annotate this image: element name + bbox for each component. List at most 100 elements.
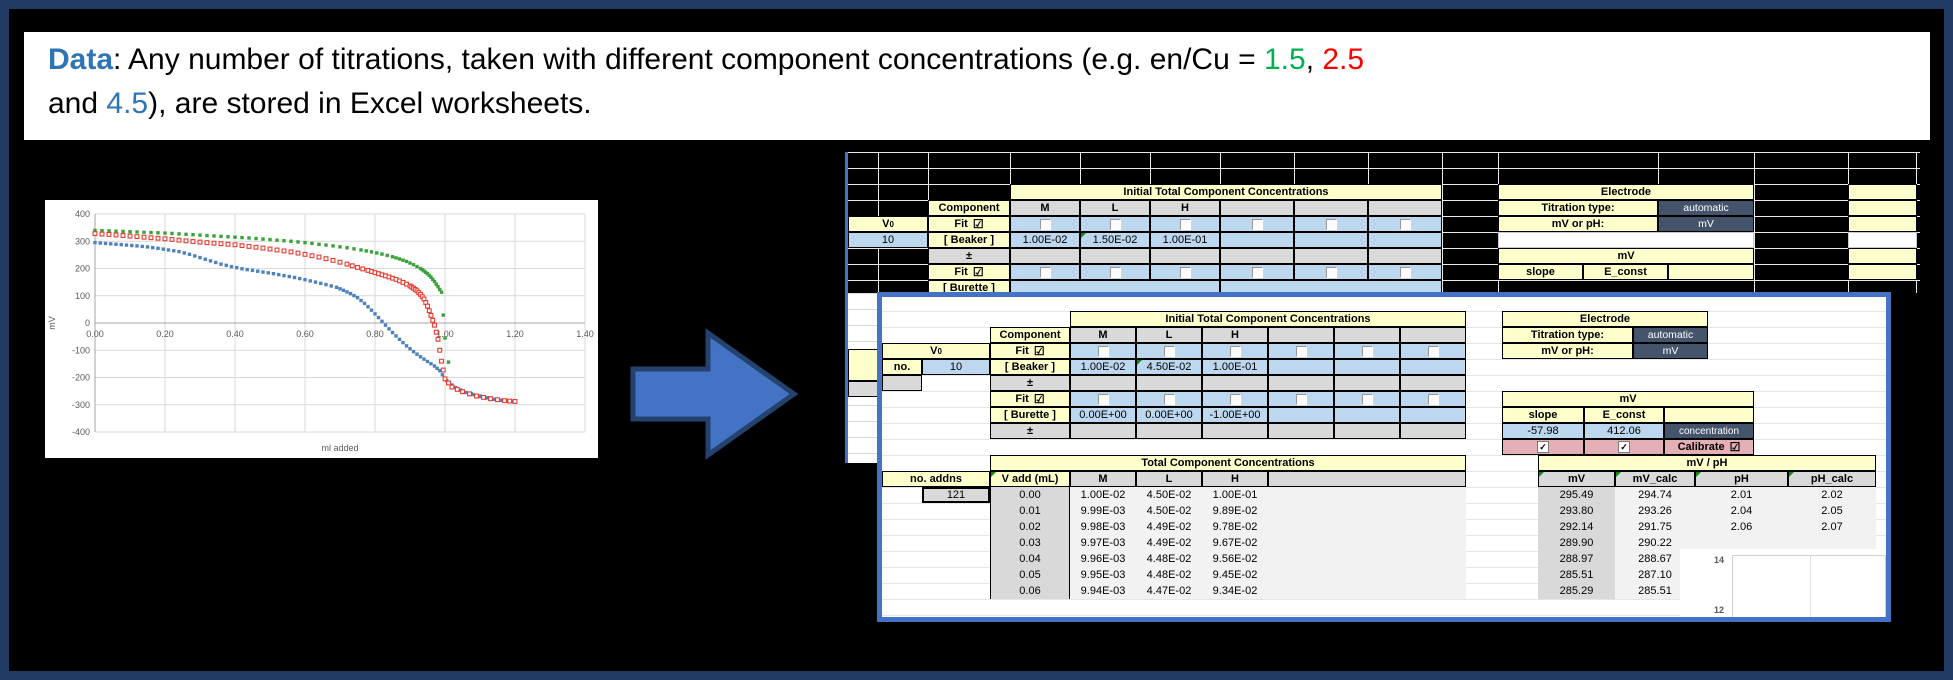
conc-M-value: 9.96E-03 bbox=[1070, 551, 1136, 567]
data-point-series-red bbox=[127, 233, 133, 239]
embedded-ph-chart[interactable]: 14 12 bbox=[1680, 549, 1886, 617]
data-point-series-green bbox=[114, 229, 118, 233]
v0-value: 10 bbox=[848, 232, 928, 248]
mv-calc-value: 288.67 bbox=[1615, 551, 1695, 567]
title-text-box[interactable]: Data: Any number of titrations, taken wi… bbox=[24, 32, 1930, 140]
data-point-series-red bbox=[426, 308, 432, 314]
burette-label: [ Burette ] bbox=[928, 280, 1010, 293]
conc-H-value: 9.67E-02 bbox=[1202, 535, 1268, 551]
cell bbox=[1268, 567, 1466, 583]
right-arrow-shape[interactable] bbox=[628, 326, 800, 464]
cell bbox=[1268, 407, 1334, 423]
titration-type-value: automatic bbox=[1658, 200, 1754, 216]
data-point-series-red bbox=[176, 237, 182, 243]
v-add-value: 0.03 bbox=[990, 535, 1070, 551]
data-point-series-blue bbox=[401, 340, 405, 345]
worksheet-back[interactable]: Initial Total Component Concentrations E… bbox=[845, 152, 1920, 293]
y-tick-label: 0 bbox=[85, 318, 90, 328]
data-point-series-blue bbox=[240, 267, 244, 271]
data-point-series-blue bbox=[103, 241, 108, 246]
burette-value-L: 0.00E+00 bbox=[1136, 407, 1202, 423]
data-point-series-blue bbox=[429, 362, 433, 366]
data-point-series-green bbox=[156, 231, 160, 235]
col-header-M: M bbox=[1070, 471, 1136, 487]
cell bbox=[1400, 359, 1466, 375]
mv-value: 292.14 bbox=[1538, 519, 1615, 535]
unchecked-checkbox-icon bbox=[1163, 393, 1175, 405]
data-point-series-red bbox=[169, 237, 175, 242]
cell bbox=[1268, 551, 1466, 567]
v-add-value: 0.05 bbox=[990, 567, 1070, 583]
data-point-series-blue bbox=[298, 276, 302, 281]
checkbox-cell bbox=[1202, 391, 1268, 407]
gridline bbox=[1220, 152, 1221, 184]
mv-or-ph-value: mV bbox=[1633, 343, 1708, 359]
mv-section-header: mV bbox=[1498, 248, 1754, 264]
data-point-series-green bbox=[441, 313, 445, 317]
data-point-series-red bbox=[488, 396, 493, 402]
data-point-series-blue bbox=[478, 394, 482, 399]
titration-type-value: automatic bbox=[1633, 327, 1708, 343]
unchecked-checkbox-icon bbox=[1179, 266, 1191, 278]
beaker-value-H: 1.00E-01 bbox=[1150, 232, 1220, 248]
data-point-series-red bbox=[260, 245, 266, 251]
e-const-header: E_const bbox=[1584, 407, 1664, 423]
mv-value: 288.97 bbox=[1538, 551, 1615, 567]
data-point-series-blue bbox=[362, 301, 367, 306]
plus-minus-label: ± bbox=[928, 248, 1010, 264]
titration-type-label: Titration type: bbox=[1502, 327, 1633, 343]
data-point-series-red bbox=[507, 398, 513, 404]
data-point-series-blue bbox=[334, 285, 339, 290]
y-tick-label: -100 bbox=[72, 345, 90, 355]
mv-or-ph-label: mV or pH: bbox=[1498, 216, 1658, 232]
data-point-series-red bbox=[355, 264, 360, 270]
mv-or-ph-value: mV bbox=[1658, 216, 1754, 232]
cell bbox=[1268, 535, 1466, 551]
data-point-series-blue bbox=[193, 254, 197, 258]
mv-calc-value: 293.26 bbox=[1615, 503, 1695, 519]
x-tick-label: 0.60 bbox=[296, 329, 314, 339]
conc-L-value: 4.49E-02 bbox=[1136, 519, 1202, 535]
banner-body-1: Any number of titrations, taken with dif… bbox=[128, 43, 1264, 76]
data-point-series-blue bbox=[277, 272, 281, 277]
cell bbox=[1268, 471, 1466, 487]
data-point-series-red bbox=[432, 322, 437, 328]
data-point-series-green bbox=[404, 259, 409, 264]
cell bbox=[1136, 423, 1202, 439]
data-point-series-red bbox=[239, 243, 245, 249]
worksheet-front[interactable]: Initial Total Component Concentrations C… bbox=[877, 292, 1891, 622]
no-addns-value: 121 bbox=[922, 487, 990, 503]
conc-M-value: 9.97E-03 bbox=[1070, 535, 1136, 551]
x-axis-label: ml added bbox=[321, 443, 358, 453]
unchecked-checkbox-icon bbox=[1163, 345, 1175, 357]
slope-calibrate-checkbox: ✓ bbox=[1502, 439, 1584, 455]
banner-comma: , bbox=[1305, 43, 1323, 76]
titration-curves-chart[interactable]: 400 300 200 100 0 -100 -200 -300 -400 0.00 0.20 0.4… bbox=[45, 200, 598, 458]
fit-checkbox-label: Fit ☑ bbox=[990, 391, 1070, 407]
data-point-series-red bbox=[439, 358, 444, 364]
data-point-series-blue bbox=[245, 267, 249, 272]
checkbox-cell bbox=[1080, 264, 1150, 280]
data-point-series-blue bbox=[250, 268, 255, 273]
col-header-M: M bbox=[1070, 327, 1136, 343]
table-row: 0.01 9.99E-03 4.50E-02 9.89E-02 bbox=[882, 503, 1466, 519]
checkbox-cell bbox=[1268, 343, 1334, 359]
e-const-calibrate-checkbox: ✓ bbox=[1584, 439, 1664, 455]
data-point-series-green bbox=[198, 233, 202, 237]
mv-header: mV bbox=[1538, 471, 1615, 487]
slope-header: slope bbox=[1502, 407, 1584, 423]
ph-calc-header: pH_calc bbox=[1788, 471, 1876, 487]
conc-M-value: 9.94E-03 bbox=[1070, 583, 1136, 599]
data-point-series-blue bbox=[109, 242, 113, 246]
data-point-series-blue bbox=[166, 248, 171, 252]
data-point-series-red bbox=[120, 233, 126, 238]
cell bbox=[1268, 503, 1466, 519]
beaker-value-M: 1.00E-02 bbox=[1070, 359, 1136, 375]
table-row: 0.06 9.94E-03 4.47E-02 9.34E-02 bbox=[882, 583, 1466, 599]
checkbox-cell bbox=[1294, 264, 1368, 280]
conc-H-value: 9.78E-02 bbox=[1202, 519, 1268, 535]
conc-L-value: 4.49E-02 bbox=[1136, 535, 1202, 551]
cell bbox=[922, 519, 990, 535]
data-point-series-blue bbox=[266, 271, 270, 275]
x-tick-label: 0.20 bbox=[156, 329, 174, 339]
